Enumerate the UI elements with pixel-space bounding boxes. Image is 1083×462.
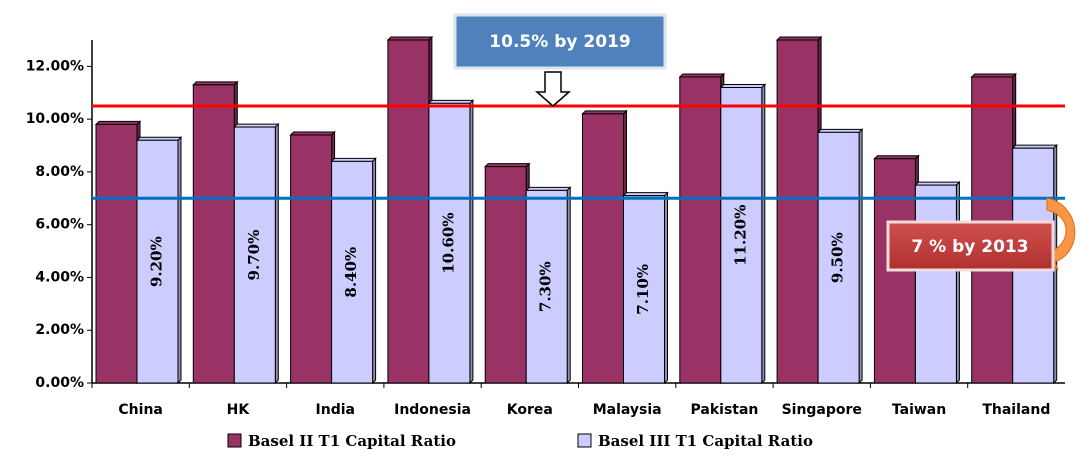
bar [233,126,276,384]
legend-swatch [227,433,242,448]
x-tick-label: Korea [507,402,553,418]
y-tick-label: 4.00% [35,269,84,285]
annotation-box [886,220,1055,272]
legend-label: Basel III T1 Capital Ratio [598,432,813,450]
data-label: 7.10% [634,264,652,315]
x-tick-label: Malaysia [593,402,662,418]
x-tick-label: Pakistan [691,402,759,418]
bar [387,39,430,384]
bar [525,189,568,384]
bar [679,76,722,384]
data-label: 9.20% [148,236,166,287]
annotation-box [453,13,667,70]
legend-swatch [577,433,592,448]
y-tick-label: 0.00% [35,375,84,391]
bar [192,84,235,384]
bar [428,102,471,384]
data-label: 8.40% [342,247,360,298]
data-label: 11.20% [731,205,749,266]
annotation-text: 7 % by 2013 [911,237,1028,257]
bar [914,184,957,384]
bar [136,139,179,384]
bar [582,113,624,384]
y-tick-label: 2.00% [35,322,84,338]
bar [290,134,333,384]
annotation-text: 10.5% by 2019 [489,32,630,52]
x-tick-label: Taiwan [892,402,946,418]
annotation-arrow [534,71,572,107]
bar [95,123,138,384]
x-tick-label: Indonesia [394,402,471,418]
x-tick-label: Singapore [782,402,862,418]
data-label: 10.60% [439,213,457,274]
bar [623,195,665,384]
data-label: 9.70% [245,230,263,281]
y-tick-label: 12.00% [26,58,84,74]
y-tick-label: 8.00% [35,164,84,180]
data-label: 7.30% [537,261,555,312]
x-tick-label: HK [227,402,251,418]
x-tick-label: Thailand [982,402,1050,418]
bar [776,39,819,384]
x-tick-label: China [118,402,162,418]
y-tick-label: 6.00% [35,217,84,233]
data-label: 9.50% [829,232,847,283]
bar [817,131,860,384]
y-tick-label: 10.00% [26,111,84,127]
bar [484,166,527,384]
legend-label: Basel II T1 Capital Ratio [248,432,456,450]
x-tick-label: India [316,402,355,418]
bar [720,86,763,384]
